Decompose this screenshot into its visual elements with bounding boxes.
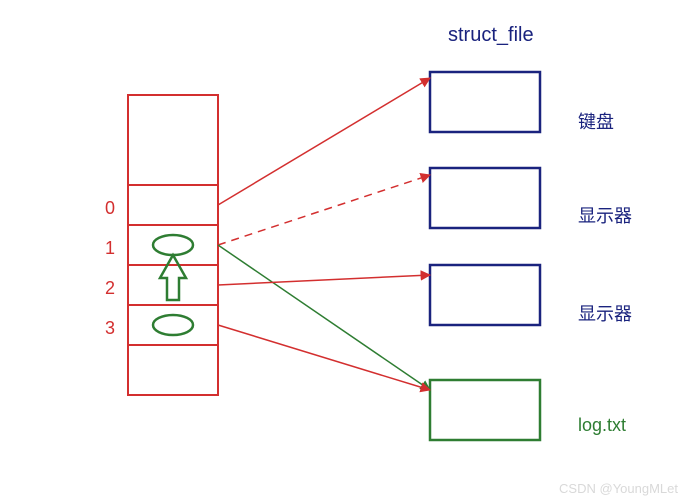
file-label: 显示器 xyxy=(578,300,632,326)
file-label: 显示器 xyxy=(578,202,632,228)
cell-ellipse xyxy=(153,235,193,255)
title-label: struct_file xyxy=(448,24,534,47)
cell-ellipse xyxy=(153,315,193,335)
file-box xyxy=(430,168,540,228)
file-box xyxy=(430,265,540,325)
file-box xyxy=(430,380,540,440)
file-box xyxy=(430,72,540,132)
pointer-arrow xyxy=(218,325,430,390)
fd-index-label: 1 xyxy=(105,238,115,259)
fd-index-label: 3 xyxy=(105,318,115,339)
fd-index-label: 0 xyxy=(105,198,115,219)
redirect-up-arrow xyxy=(160,255,186,300)
watermark: CSDN @YoungMLet xyxy=(559,481,678,496)
file-label: 键盘 xyxy=(578,108,614,134)
fd-array xyxy=(128,95,218,395)
pointer-arrow xyxy=(218,275,430,285)
file-label: log.txt xyxy=(578,415,626,436)
fd-index-label: 2 xyxy=(105,278,115,299)
pointer-arrow xyxy=(218,245,430,390)
